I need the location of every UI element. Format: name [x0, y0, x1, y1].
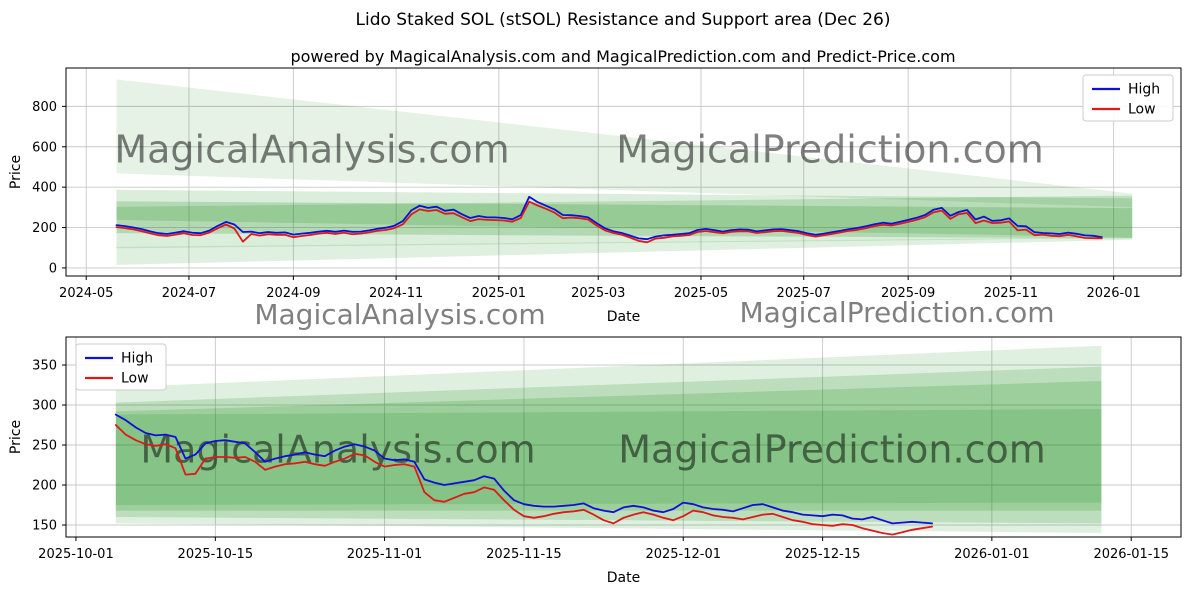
- x-tick-label: 2024-11: [369, 286, 423, 301]
- axes-border: [65, 336, 1182, 538]
- chart-1-over: 2025-10-01 2025-10-15 2025-11-01 2025-11-15…: [8, 336, 1182, 586]
- x-axis-label: Date: [607, 570, 640, 586]
- y-tick-label: 200: [32, 479, 57, 494]
- x-tick-label: 2025-12-15: [785, 547, 861, 562]
- x-tick-label: 2025-10-15: [178, 547, 254, 562]
- grid: [66, 337, 1181, 537]
- band-polygon: [116, 79, 1133, 208]
- x-axis: 2025-10-01 2025-10-15 2025-11-01 2025-11-15…: [38, 537, 1169, 586]
- y-axis: 0 200 400 600 800 Price: [8, 100, 66, 276]
- y-tick-label: 300: [32, 399, 57, 414]
- x-tick-label: 2025-12-01: [645, 547, 721, 562]
- x-axis: 2024-05 2024-07 2024-09 2024-11 2025-01 2025-…: [59, 276, 1141, 325]
- high-line: [114, 413, 933, 525]
- x-tick-label: 2024-05: [59, 286, 113, 301]
- x-tick-label: 2024-07: [162, 286, 216, 301]
- legend-low-label: Low: [1128, 102, 1156, 118]
- band-polygon: [116, 201, 1133, 239]
- y-tick-label: 150: [32, 519, 57, 534]
- x-tick-label: 2026-01-15: [1093, 547, 1169, 562]
- watermark-text: MagicalAnalysis.com: [114, 128, 509, 172]
- x-tick-label: 2026-01-01: [954, 547, 1030, 562]
- y-axis: 150 200 250 300 350 Price: [8, 359, 66, 534]
- x-tick-label: 2025-03: [571, 286, 625, 301]
- band-polygon: [115, 409, 1102, 505]
- x-tick-label: 2024-09: [266, 286, 320, 301]
- x-tick-label: 2026-01: [1086, 286, 1140, 301]
- legend-low-label: Low: [121, 371, 149, 387]
- y-tick-label: 250: [32, 439, 57, 454]
- figure-title: Lido Staked SOL (stSOL) Resistance and S…: [356, 10, 891, 30]
- legend-high-label: High: [1128, 82, 1160, 98]
- low-line: [115, 200, 1103, 244]
- x-tick-label: 2025-10-01: [38, 547, 114, 562]
- charts-over-layer: 2024-05 2024-07 2024-09 2024-11 2025-01 2025-…: [8, 67, 1182, 586]
- y-axis-label: Price: [8, 155, 24, 189]
- band-polygon: [115, 345, 1102, 533]
- x-tick-label: 2025-09: [881, 286, 935, 301]
- support-resistance-bands: [116, 79, 1133, 265]
- chart-0-under: [66, 68, 1181, 276]
- y-tick-label: 200: [32, 221, 57, 236]
- x-tick-label: 2025-11: [984, 286, 1038, 301]
- band-polygon: [116, 237, 1133, 265]
- watermark-text: MagicalAnalysis.com: [254, 298, 545, 331]
- chart-1-under: [66, 337, 1181, 537]
- legend-high-label: High: [121, 351, 153, 367]
- low-line: [114, 424, 933, 536]
- watermark-text: MagicalPrediction.com: [616, 128, 1044, 172]
- watermark-text: MagicalPrediction.com: [740, 296, 1055, 329]
- x-tick-label: 2025-11-15: [486, 547, 562, 562]
- x-tick-label: 2025-11-01: [347, 547, 423, 562]
- band-polygon: [115, 381, 1102, 511]
- charts-under-layer: [66, 68, 1181, 537]
- y-axis-label: Price: [8, 420, 24, 454]
- legend: High Low: [75, 343, 167, 391]
- x-tick-label: 2025-05: [674, 286, 728, 301]
- legend: High Low: [1082, 74, 1174, 122]
- band-polygon: [116, 189, 1133, 249]
- x-axis-label: Date: [607, 309, 640, 325]
- watermark-text: MagicalPrediction.com: [618, 428, 1046, 472]
- axes-border: [65, 67, 1182, 277]
- figure-subtitle: powered by MagicalAnalysis.com and Magic…: [290, 47, 955, 66]
- x-tick-label: 2025-07: [777, 286, 831, 301]
- y-tick-label: 800: [32, 100, 57, 115]
- x-tick-label: 2025-01: [472, 286, 526, 301]
- high-line: [115, 195, 1103, 241]
- chart-0-over: 2024-05 2024-07 2024-09 2024-11 2025-01 2025-…: [8, 67, 1182, 325]
- y-tick-label: 0: [49, 261, 57, 276]
- support-resistance-bands: [115, 345, 1102, 533]
- band-polygon: [115, 366, 1102, 524]
- y-tick-label: 600: [32, 140, 57, 155]
- y-tick-label: 350: [32, 359, 57, 374]
- y-tick-label: 400: [32, 181, 57, 196]
- band-polygon: [116, 195, 1133, 238]
